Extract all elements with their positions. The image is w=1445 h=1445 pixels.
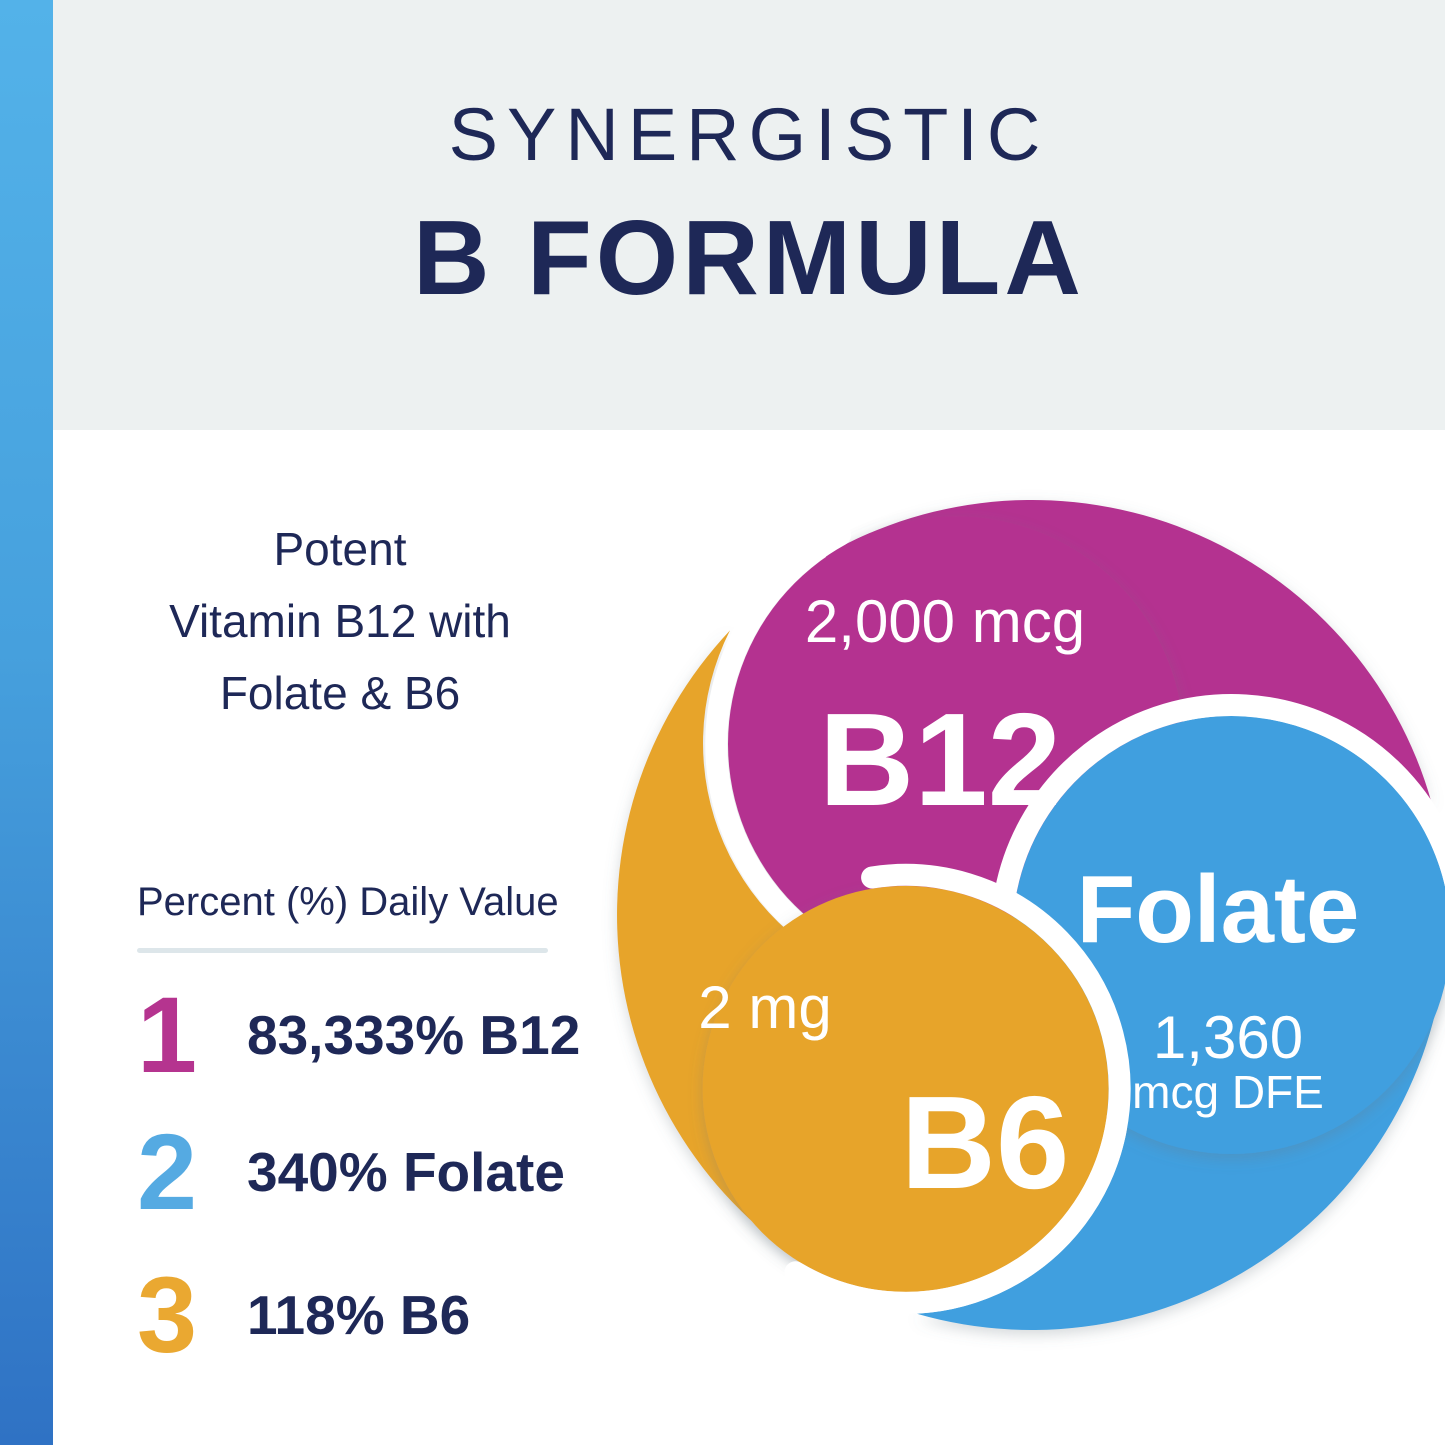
divider-line (137, 948, 548, 953)
daily-value-label-folate: 340% Folate (247, 1141, 565, 1203)
title-line-synergistic: SYNERGISTIC (448, 93, 1050, 176)
rank-number-2: 2 (137, 1111, 198, 1232)
folate-label: Folate (1077, 856, 1360, 963)
daily-value-row-b12: 1 83,333% B12 (137, 975, 580, 1095)
b6-label: B6 (901, 1069, 1070, 1216)
intro-line-2: Vitamin B12 with (169, 595, 511, 647)
b12-amount-label: 2,000 mcg (805, 588, 1085, 655)
daily-value-label-b6: 118% B6 (247, 1284, 471, 1346)
b6-amount-label: 2 mg (698, 974, 831, 1041)
left-accent-bar (0, 0, 53, 1445)
rank-number-3: 3 (137, 1254, 198, 1375)
b12-label: B12 (819, 686, 1061, 833)
daily-value-title: Percent (%) Daily Value (137, 880, 559, 924)
folate-gap-ring (994, 694, 1445, 903)
daily-value-row-folate: 2 340% Folate (137, 1112, 565, 1232)
header-band: SYNERGISTIC B FORMULA (53, 0, 1445, 430)
daily-value-row-b6: 3 118% B6 (137, 1255, 470, 1375)
rank-number-1: 1 (137, 974, 198, 1095)
intro-line-3: Folate & B6 (219, 667, 461, 719)
b6-gap-ring (784, 863, 1131, 1314)
folate-unit-label: mcg DFE (1132, 1066, 1324, 1118)
intro-line-1: Potent (273, 523, 407, 575)
intro-text: Potent Vitamin B12 with Folate & B6 (90, 513, 590, 729)
b6-circle (702, 885, 1109, 1292)
daily-value-label-b12: 83,333% B12 (247, 1004, 581, 1066)
folate-amount-label: 1,360 (1153, 1004, 1303, 1071)
title-line-b-formula: B FORMULA (413, 199, 1085, 317)
